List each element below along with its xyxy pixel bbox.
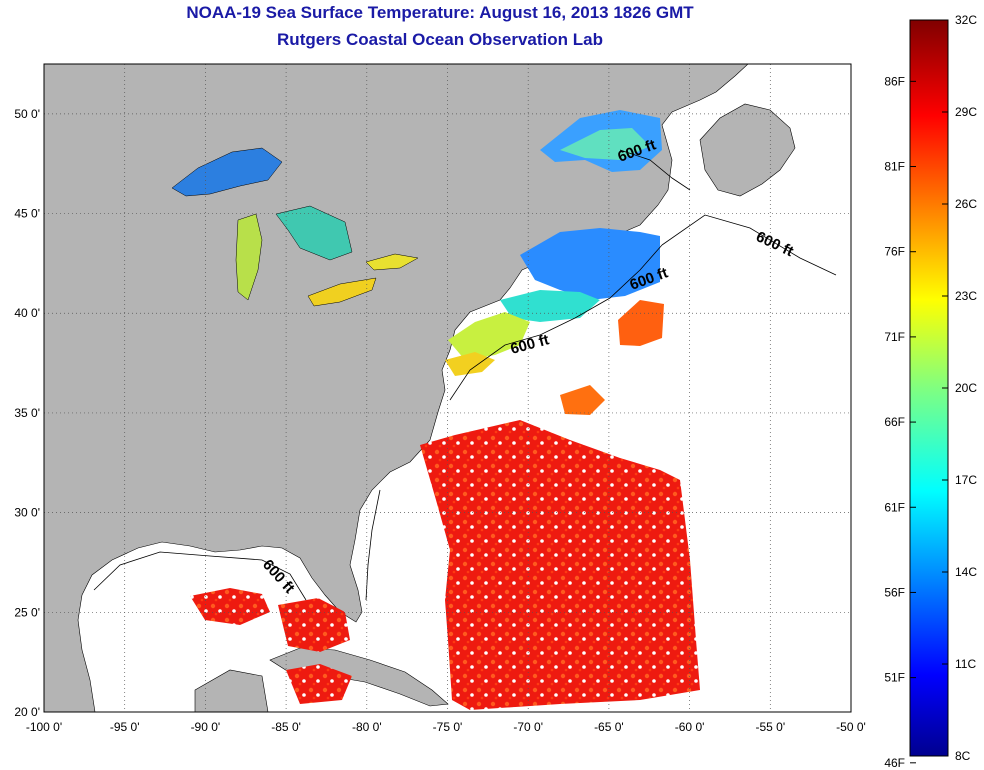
lon-tick-label: -50 0' <box>836 720 866 734</box>
colorbar-celsius-label: 11C <box>955 657 976 671</box>
sst-gulf-of-mexico <box>190 588 270 625</box>
lat-tick-label: 30 0' <box>14 506 40 520</box>
lat-tick-label: 25 0' <box>14 605 40 619</box>
lat-tick-labels: 20 0' 25 0' 30 0' 35 0' 40 0' 45 0' 50 0' <box>14 107 40 719</box>
land-newfoundland <box>699 103 796 197</box>
lon-tick-labels: -100 0' -95 0' -90 0' -85 0' -80 0' -75 0' -70… <box>26 720 866 734</box>
sst-florida-straits <box>278 598 350 652</box>
lon-tick-label: -90 0' <box>191 720 221 734</box>
sst-mid-atlantic-bight <box>448 312 530 360</box>
lat-tick-label: 40 0' <box>14 306 40 320</box>
sst-nova-scotia-offshore <box>618 300 664 346</box>
lon-tick-label: -80 0' <box>352 720 382 734</box>
lake-superior <box>171 147 283 197</box>
sst-st-lawrence-warm <box>560 128 650 160</box>
lake-michigan <box>235 213 263 301</box>
lon-tick-label: -60 0' <box>675 720 705 734</box>
lon-tick-label: -75 0' <box>433 720 463 734</box>
colorbar-celsius-label: 17C <box>955 473 977 487</box>
colorbar-fahrenheit-label: 56F <box>884 585 905 599</box>
colorbar-fahrenheit-label: 51F <box>884 671 905 685</box>
map-subtitle: Rutgers Coastal Ocean Observation Lab <box>277 30 603 49</box>
lon-tick-label: -70 0' <box>513 720 543 734</box>
colorbar-celsius-label: 20C <box>955 381 977 395</box>
map-panel: 600 ft 600 ft 600 ft 600 ft 600 ft <box>44 64 851 712</box>
great-lakes <box>171 147 419 307</box>
colorbar-fahrenheit-label: 66F <box>884 415 905 429</box>
isobath-600ft <box>93 149 837 601</box>
map-frame <box>43 63 852 713</box>
colorbar: 32C 29C 26C 23C 20C 17C 14C 11C 8C 86F 81F 76F 71F 66… <box>884 13 977 770</box>
colorbar-celsius-label: 32C <box>955 13 977 27</box>
land-yucatan <box>194 669 269 712</box>
colorbar-fahrenheit-label: 86F <box>884 74 905 88</box>
colorbar-fahrenheit-label: 81F <box>884 160 905 174</box>
colorbar-celsius-label: 29C <box>955 105 977 119</box>
land-north-america <box>44 64 749 712</box>
lon-tick-label: -65 0' <box>594 720 624 734</box>
lon-tick-label: -95 0' <box>110 720 140 734</box>
sst-georges-bank <box>500 290 600 322</box>
colorbar-celsius-label: 14C <box>955 565 977 579</box>
sst-gulf-stream-patch <box>560 385 605 415</box>
map-title: NOAA-19 Sea Surface Temperature: August … <box>186 3 694 22</box>
colorbar-celsius-label: 8C <box>955 749 971 763</box>
colorbar-fahrenheit-label: 46F <box>884 756 905 770</box>
lat-tick-label: 35 0' <box>14 406 40 420</box>
sst-sargasso-sea <box>420 420 700 710</box>
sst-observations <box>190 110 700 710</box>
colorbar-celsius-label: 23C <box>955 289 977 303</box>
lake-huron <box>275 205 353 261</box>
graticule <box>44 64 851 712</box>
lon-tick-label: -85 0' <box>271 720 301 734</box>
colorbar-fahrenheit-label: 71F <box>884 330 905 344</box>
sst-caribbean <box>286 664 352 704</box>
lon-tick-label: -100 0' <box>26 720 62 734</box>
lake-erie <box>307 277 377 307</box>
lat-tick-label: 50 0' <box>14 107 40 121</box>
lon-tick-label: -55 0' <box>755 720 785 734</box>
lat-tick-label: 45 0' <box>14 207 40 221</box>
sst-scotian-shelf <box>520 228 660 300</box>
colorbar-celsius-label: 26C <box>955 197 977 211</box>
colorbar-fahrenheit-label: 76F <box>884 245 905 259</box>
lat-tick-label: 20 0' <box>14 705 40 719</box>
colorbar-fahrenheit-label: 61F <box>884 500 905 514</box>
sst-nj-coast <box>445 352 495 376</box>
lake-ontario <box>365 253 419 271</box>
